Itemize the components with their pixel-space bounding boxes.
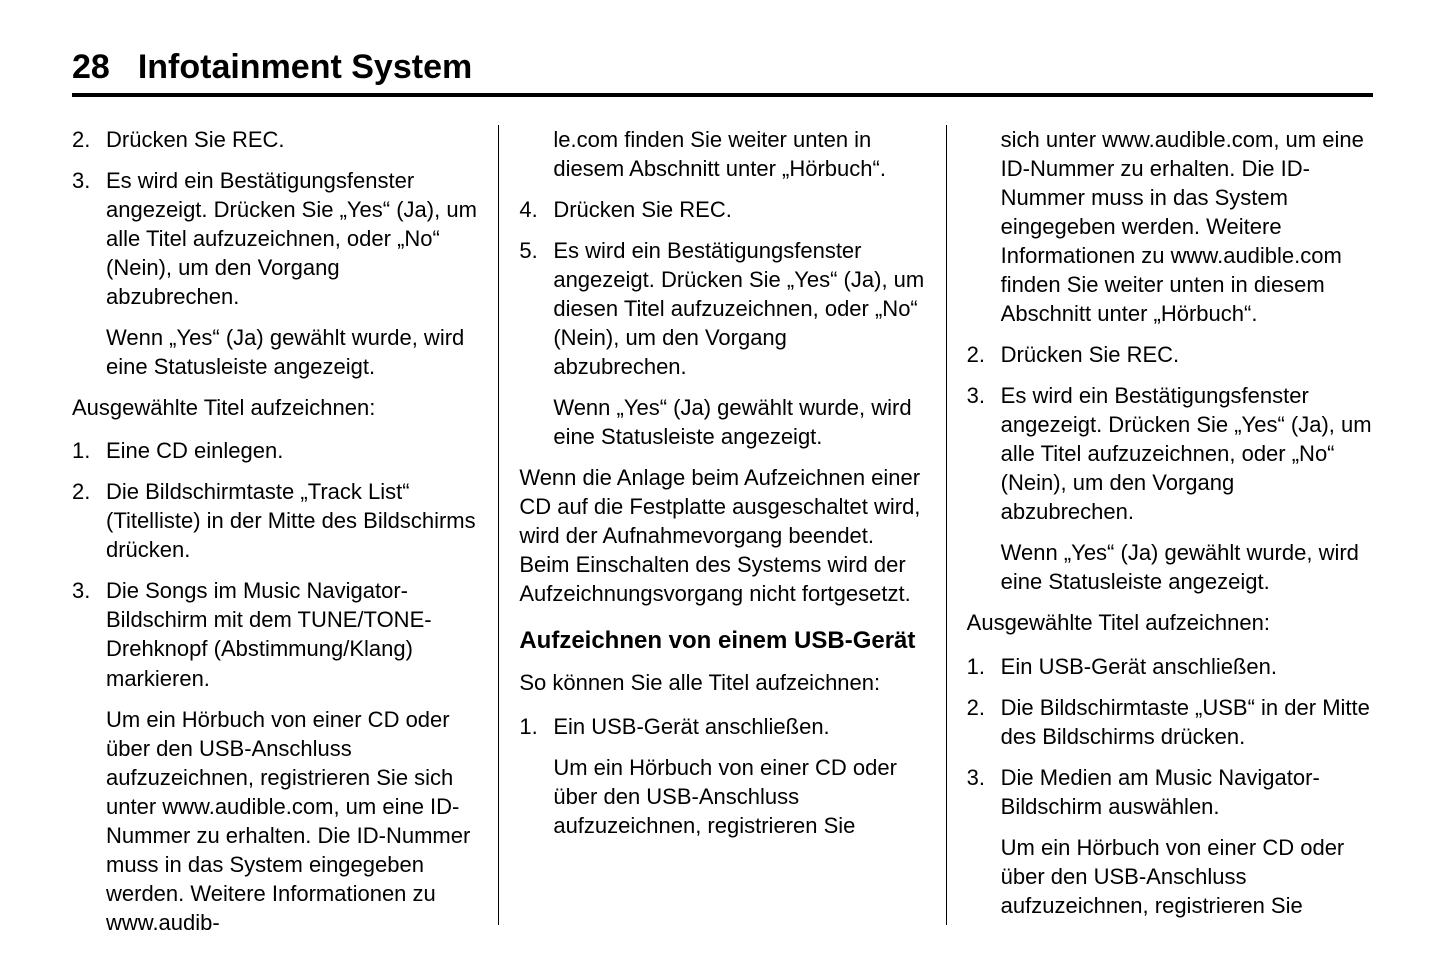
list-item: 1. Eine CD einlegen. [72, 436, 478, 465]
list-number: 3. [967, 381, 1001, 596]
list-item: 3. Es wird ein Bestätigungsfenster angez… [967, 381, 1373, 596]
content-columns: 2. Drücken Sie REC. 3. Es wird ein Bestä… [72, 125, 1373, 925]
body-text: Ausgewählte Titel aufzeichnen: [967, 608, 1373, 637]
body-text: Die Bildschirmtaste „Track List“ (Titell… [106, 477, 478, 564]
list-number: 2. [967, 693, 1001, 751]
list-item: 3. Die Songs im Music Navigator-Bildschi… [72, 576, 478, 936]
body-text: sich unter www.audible.com, um eine ID-N… [1001, 125, 1373, 328]
body-text: Drücken Sie REC. [1001, 340, 1373, 369]
list-item: 3. Die Medien am Music Navigator-Bildsch… [967, 763, 1373, 920]
ordered-list: 1. Ein USB-Gerät anschließen. Um ein Hör… [519, 712, 925, 840]
page-number: 28 [72, 48, 110, 87]
body-text: Es wird ein Bestätigungsfenster angezeig… [1001, 381, 1373, 526]
list-number: 1. [72, 436, 106, 465]
body-text: Um ein Hörbuch von einer CD oder über de… [1001, 833, 1373, 920]
list-item-continuation: sich unter www.audible.com, um eine ID-N… [967, 125, 1373, 328]
body-text: Wenn „Yes“ (Ja) gewählt wurde, wird eine… [106, 323, 478, 381]
list-number: 1. [519, 712, 553, 840]
list-number: 3. [72, 576, 106, 936]
list-number: 3. [72, 166, 106, 381]
body-text: Es wird ein Bestätigungsfenster angezeig… [106, 166, 478, 311]
body-text: Die Medien am Music Navigator-Bildschirm… [1001, 763, 1373, 821]
list-number: 5. [519, 236, 553, 451]
body-text: le.com finden Sie weiter unten in diesem… [553, 125, 925, 183]
section-heading: Aufzeichnen von einem USB-Gerät [519, 626, 925, 656]
list-number: 3. [967, 763, 1001, 920]
body-text: Die Bildschirmtaste „USB“ in der Mitte d… [1001, 693, 1373, 751]
ordered-list: 1. Ein USB-Gerät anschließen. 2. Die Bil… [967, 652, 1373, 920]
body-text: Es wird ein Bestätigungsfenster angezeig… [553, 236, 925, 381]
list-number: 2. [967, 340, 1001, 369]
list-number: 4. [519, 195, 553, 224]
list-number: 1. [967, 652, 1001, 681]
list-number: 2. [72, 477, 106, 564]
list-item: 2. Die Bildschirmtaste „USB“ in der Mitt… [967, 693, 1373, 751]
body-text: Drücken Sie REC. [553, 195, 925, 224]
column-2: le.com finden Sie weiter unten in diesem… [498, 125, 946, 925]
list-item: 2. Die Bildschirmtaste „Track List“ (Tit… [72, 477, 478, 564]
body-text: Um ein Hörbuch von einer CD oder über de… [106, 705, 478, 937]
list-number: 2. [72, 125, 106, 154]
body-text: Wenn „Yes“ (Ja) gewählt wurde, wird eine… [553, 393, 925, 451]
page-title: Infotainment System [138, 48, 472, 87]
ordered-list: 2. Drücken Sie REC. 3. Es wird ein Bestä… [72, 125, 478, 381]
body-text: Ein USB-Gerät anschließen. [1001, 652, 1373, 681]
body-text: Drücken Sie REC. [106, 125, 478, 154]
body-text: Eine CD einlegen. [106, 436, 478, 465]
body-text: Die Songs im Music Navigator-Bildschirm … [106, 576, 478, 692]
ordered-list: 4. Drücken Sie REC. 5. Es wird ein Bestä… [519, 195, 925, 451]
list-item: 1. Ein USB-Gerät anschließen. [967, 652, 1373, 681]
list-item: 3. Es wird ein Bestätigungsfenster angez… [72, 166, 478, 381]
column-3: sich unter www.audible.com, um eine ID-N… [947, 125, 1373, 925]
ordered-list: 2. Drücken Sie REC. 3. Es wird ein Bestä… [967, 340, 1373, 596]
list-item-continuation: le.com finden Sie weiter unten in diesem… [519, 125, 925, 183]
list-item: 4. Drücken Sie REC. [519, 195, 925, 224]
body-text: So können Sie alle Titel aufzeichnen: [519, 668, 925, 697]
list-number [967, 125, 1001, 328]
body-text: Ein USB-Gerät anschließen. [553, 712, 925, 741]
list-item: 5. Es wird ein Bestätigungsfenster angez… [519, 236, 925, 451]
body-text: Um ein Hörbuch von einer CD oder über de… [553, 753, 925, 840]
list-item: 1. Ein USB-Gerät anschließen. Um ein Hör… [519, 712, 925, 840]
list-item: 2. Drücken Sie REC. [967, 340, 1373, 369]
list-number [519, 125, 553, 183]
ordered-list: 1. Eine CD einlegen. 2. Die Bildschirmta… [72, 436, 478, 937]
body-text: Wenn „Yes“ (Ja) gewählt wurde, wird eine… [1001, 538, 1373, 596]
page-header: 28 Infotainment System [72, 48, 1373, 97]
column-1: 2. Drücken Sie REC. 3. Es wird ein Bestä… [72, 125, 498, 925]
body-text: Ausgewählte Titel aufzeichnen: [72, 393, 478, 422]
list-item: 2. Drücken Sie REC. [72, 125, 478, 154]
body-text: Wenn die Anlage beim Aufzeichnen einer C… [519, 463, 925, 608]
